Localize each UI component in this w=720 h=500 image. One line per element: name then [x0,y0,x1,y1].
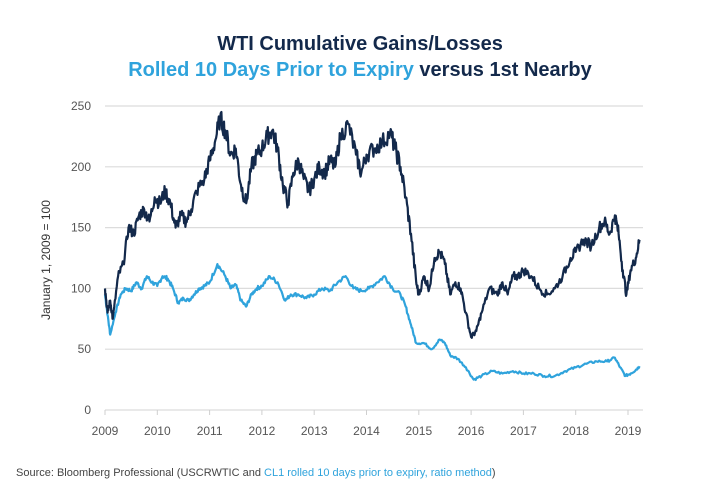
source-note: Source: Bloomberg Professional (USCRWTIC… [16,467,496,479]
y-tick-label: 50 [78,342,92,356]
chart-subtitle-highlight: Rolled 10 Days Prior to Expiry [128,59,414,81]
series-group [103,110,641,381]
y-tick-label: 150 [71,221,91,235]
chart-title: WTI Cumulative Gains/Losses [217,33,503,55]
x-tick-label: 2015 [405,424,432,438]
chart-subtitle-rest: versus 1st Nearby [413,59,592,81]
x-tick-label: 2010 [144,424,171,438]
y-tick-label: 100 [71,281,91,295]
x-tick-label: 2018 [562,424,589,438]
x-tick-label: 2016 [458,424,485,438]
x-tick-label: 2009 [92,424,119,438]
chart-subtitle: Rolled 10 Days Prior to Expiry versus 1s… [0,59,720,82]
y-axis: 0 50 100 150 200 250 [71,99,91,417]
series-line-uscrwtic [103,110,641,339]
x-tick-label: 2014 [353,424,380,438]
x-tick-label: 2013 [301,424,328,438]
y-tick-label: 250 [71,99,91,113]
series-line-cl1-rolled [103,263,641,381]
x-tick-label: 2011 [197,424,223,438]
x-tick-label: 2019 [615,424,642,438]
source-suffix: ) [491,467,496,479]
y-axis-label: January 1, 2009 = 100 [39,200,53,320]
x-axis: 2009 2010 2011 2012 2013 2014 2015 2016 2017 2018… [92,410,642,438]
source-highlight: CL1 rolled 10 days prior to expiry, rati… [264,467,492,479]
source-prefix: Source: Bloomberg Professional (USCRWTIC… [16,467,265,479]
gridlines [105,105,643,411]
y-tick-label: 200 [71,160,91,174]
x-tick-label: 2012 [249,424,276,438]
y-tick-label: 0 [84,403,91,417]
x-tick-label: 2017 [510,424,537,438]
